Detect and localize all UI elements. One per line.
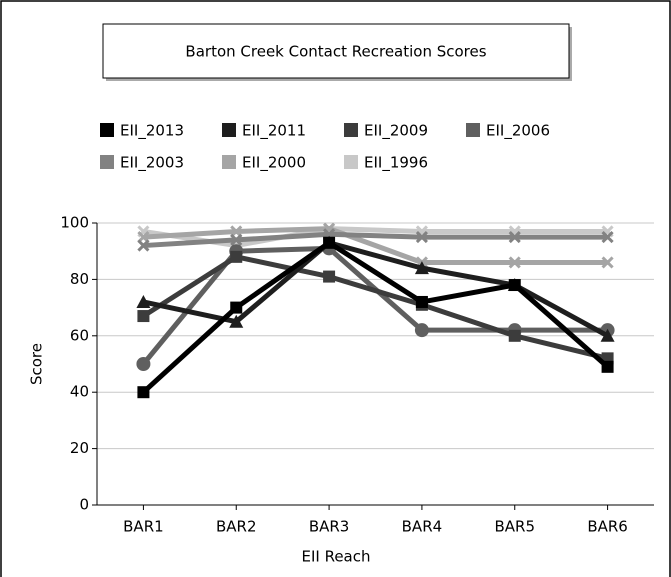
point (414, 323, 429, 338)
y-tick-label: 100 (60, 214, 89, 232)
legend-label: EII_2003 (120, 154, 184, 173)
point (415, 295, 428, 308)
legend-swatch (100, 155, 114, 169)
x-tick-label: BAR2 (216, 518, 257, 536)
y-tick-label: 0 (79, 496, 89, 514)
point (230, 301, 243, 314)
point (508, 279, 521, 292)
point (229, 314, 244, 328)
y-tick-label: 20 (70, 439, 89, 457)
x-tick-label: BAR4 (402, 518, 443, 536)
legend-swatch (344, 155, 358, 169)
point (230, 233, 243, 246)
point (323, 270, 336, 283)
x-tick-label: BAR3 (309, 518, 350, 536)
legend-label: EII_2013 (120, 122, 184, 141)
point (136, 294, 151, 308)
series-line (143, 231, 608, 249)
x-tick-label: BAR5 (494, 518, 535, 536)
point (601, 256, 614, 269)
point (137, 310, 150, 323)
point (415, 231, 428, 244)
point (600, 328, 615, 342)
legend-swatch (100, 123, 114, 137)
point (601, 360, 614, 373)
point (137, 239, 150, 252)
y-tick-label: 60 (70, 326, 89, 344)
series-line (142, 254, 609, 361)
legend-label: EII_2011 (242, 122, 306, 141)
y-axis-label: Score (28, 343, 46, 385)
point (323, 236, 336, 249)
point (508, 231, 521, 244)
legend-swatch (222, 155, 236, 169)
series-line (143, 226, 608, 265)
legend-label: EII_2009 (364, 122, 428, 141)
point (508, 329, 521, 342)
legend-swatch (344, 123, 358, 137)
point (137, 386, 150, 399)
legend-swatch (466, 123, 480, 137)
series-line (141, 240, 610, 395)
y-tick-label: 80 (70, 270, 89, 288)
legend-swatch (222, 123, 236, 137)
x-tick-label: BAR6 (587, 518, 628, 536)
point (230, 250, 243, 263)
x-axis-label: EII Reach (301, 548, 370, 566)
point (601, 231, 614, 244)
y-tick-label: 40 (70, 383, 89, 401)
legend-label: EII_2000 (242, 154, 306, 173)
title-box (102, 23, 570, 79)
legend-label: EII_1996 (364, 154, 428, 173)
point (136, 357, 151, 371)
point (508, 256, 521, 269)
x-tick-label: BAR1 (123, 518, 164, 536)
legend-label: EII_2006 (486, 122, 550, 141)
chart-title: Barton Creek Contact Recreation Scores (185, 43, 486, 61)
point (414, 261, 429, 275)
